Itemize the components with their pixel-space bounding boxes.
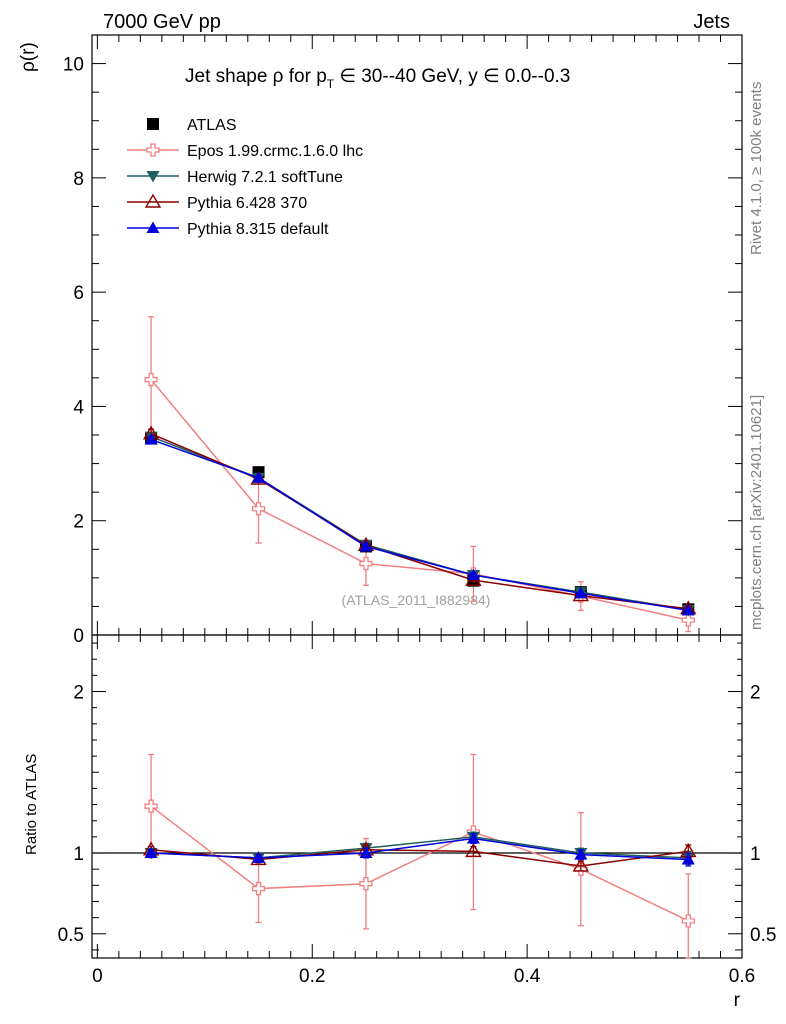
main-y-tick-label: 0 — [73, 626, 84, 647]
plot-title-suffix: ∈ 30--40 GeV, y ∈ 0.0--0.3 — [334, 66, 570, 87]
ratio-point-epos — [144, 799, 158, 813]
rivet-version-label: Rivet 4.1.0, ≥ 100k events — [748, 82, 765, 255]
ratio-point-pythia8 — [359, 846, 373, 859]
ratio-y-tick-label: 1 — [73, 844, 84, 865]
ratio-line-epos — [150, 805, 689, 922]
main-y-tick-label: 8 — [73, 169, 84, 190]
legend-marker-herwig — [146, 171, 160, 183]
legend-marker-pythia8 — [146, 221, 160, 233]
main-series-herwig — [144, 431, 695, 617]
legend: ATLAS Epos 1.99.crmc.1.6.0 lhc Herwig 7.2.… — [127, 117, 363, 238]
legend-label-atlas: ATLAS — [187, 117, 237, 134]
ratio-point-pythia8 — [252, 851, 266, 863]
ratio-panel-frame — [91, 634, 743, 959]
main-point-pythia8 — [681, 603, 695, 616]
x-tick-label: 0 — [92, 966, 103, 987]
main-y-tick-label: 2 — [73, 512, 84, 533]
ratio-line-herwig — [151, 836, 689, 859]
main-point-pythia8 — [574, 586, 588, 599]
x-tick-label: 0.4 — [514, 966, 541, 987]
main-point-epos — [251, 502, 266, 516]
plot-title-prefix: Jet shape ρ for p — [185, 66, 327, 87]
main-point-epos — [359, 556, 373, 571]
legend-label-herwig: Herwig 7.2.1 softTune — [187, 169, 343, 186]
analysis-watermark: (ATLAS_2011_I882984) — [342, 592, 491, 608]
ratio-y-tick-label-right: 2 — [750, 683, 761, 704]
main-line-epos — [150, 379, 689, 621]
ratio-y-axis-title: Ratio to ATLAS — [23, 754, 40, 855]
ratio-y-tick-label-right: 1 — [750, 844, 761, 865]
ratio-y-tick-label: 0.5 — [58, 925, 84, 946]
main-point-pythia8 — [144, 433, 158, 445]
ratio-point-pythia8 — [466, 831, 480, 844]
x-axis-title: r — [734, 990, 741, 1011]
main-y-axis-title: ρ(r) — [18, 42, 39, 72]
ratio-line-pythia6 — [151, 849, 689, 867]
main-point-epos — [681, 613, 695, 627]
axis-ticks: 0 2 4 6 8 10 0 0.2 0.4 0.6 0.5 0.5 1 1 2 2 — [58, 35, 776, 987]
main-series-epos — [144, 316, 695, 633]
main-y-tick-label: 6 — [73, 283, 84, 304]
ratio-series-pythia8 — [144, 831, 695, 867]
legend-item-pythia8: Pythia 8.315 default — [127, 221, 329, 238]
mcplots-label: mcplots.cern.ch [arXiv:2401.10621] — [748, 395, 765, 630]
main-point-pythia8 — [252, 471, 266, 483]
plot-title: Jet shape ρ for pT ∈ 30--40 GeV, y ∈ 0.0… — [185, 66, 570, 91]
ratio-point-epos — [681, 914, 695, 928]
main-point-pythia8 — [359, 539, 373, 552]
legend-label-epos: Epos 1.99.crmc.1.6.0 lhc — [187, 143, 363, 160]
ratio-point-epos — [251, 881, 266, 896]
ratio-series-herwig — [144, 831, 695, 865]
ratio-line-pythia8 — [151, 837, 689, 861]
main-series-pythia8 — [144, 433, 695, 616]
ratio-point-pythia6 — [465, 843, 482, 858]
ratio-y-tick-label-right: 0.5 — [750, 925, 776, 946]
header-right-title: Jets — [693, 11, 730, 33]
legend-item-pythia6: Pythia 6.428 370 — [127, 193, 307, 212]
main-line-pythia8 — [150, 438, 689, 612]
main-line-pythia6 — [150, 433, 689, 610]
main-y-tick-label: 10 — [63, 55, 84, 76]
ratio-y-tick-label: 2 — [73, 683, 84, 704]
main-series-atlas — [145, 431, 695, 616]
ratio-point-pythia8 — [144, 846, 158, 859]
ratio-point-pythia8 — [681, 852, 695, 865]
legend-item-herwig: Herwig 7.2.1 softTune — [127, 169, 343, 186]
main-line-herwig — [150, 436, 689, 611]
legend-label-pythia8: Pythia 8.315 default — [187, 221, 329, 238]
x-tick-label: 0.2 — [299, 966, 325, 987]
x-tick-label: 0.6 — [729, 966, 755, 987]
main-y-tick-label: 4 — [73, 397, 84, 418]
legend-item-atlas: ATLAS — [147, 117, 237, 134]
main-point-pythia8 — [466, 568, 480, 580]
legend-marker-pythia6 — [144, 193, 162, 208]
ratio-point-pythia8 — [574, 848, 588, 860]
main-series-pythia6 — [142, 425, 697, 615]
main-point-epos — [144, 372, 158, 387]
ratio-point-epos — [359, 877, 373, 891]
data-series — [142, 316, 697, 959]
legend-marker-atlas — [147, 118, 159, 130]
legend-marker-epos — [146, 143, 160, 157]
legend-item-epos: Epos 1.99.crmc.1.6.0 lhc — [127, 143, 363, 160]
legend-label-pythia6: Pythia 6.428 370 — [187, 195, 307, 212]
ratio-point-pythia6 — [572, 857, 590, 872]
header-left-title: 7000 GeV pp — [103, 11, 221, 33]
plot-title-subscript: T — [327, 77, 335, 91]
